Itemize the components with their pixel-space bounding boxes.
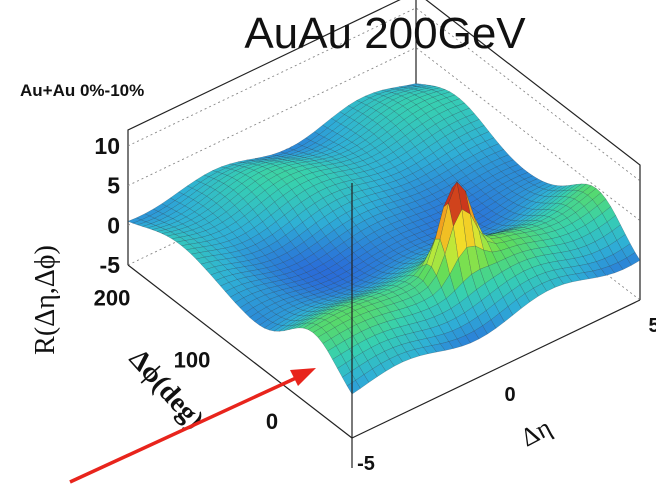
plot-box-front (127, 183, 641, 468)
chart-title: AuAu 200GeV (244, 9, 526, 58)
back-frame (127, 0, 641, 300)
z-axis-ticks: 10 5 0 -5 (94, 133, 120, 278)
z-tick-label: 10 (94, 133, 120, 159)
z-tick-label: 0 (107, 212, 120, 238)
y-axis-ticks: -5 0 5 (357, 315, 656, 475)
red-arrow-annotation (69, 368, 316, 484)
arrow-head (290, 368, 316, 386)
z-tick-label: 5 (107, 173, 120, 199)
z-axis-label: R(Δη,Δϕ) (30, 245, 61, 355)
y-axis-line (351, 299, 641, 439)
x-tick-label: 200 (94, 286, 131, 311)
x-axis-ticks: 200 100 0 (94, 286, 278, 435)
grid-line (127, 7, 641, 182)
arrow-shaft (69, 376, 297, 484)
y-tick-label: 5 (648, 315, 656, 337)
x-tick-label: 0 (266, 409, 278, 434)
surface-cell (626, 252, 641, 266)
chart-subtitle: Au+Au 0%-10% (20, 81, 144, 100)
x-axis-line (127, 264, 353, 439)
y-axis-label: Δη (516, 413, 556, 453)
y-tick-label: -5 (357, 453, 375, 475)
y-tick-label: 0 (504, 384, 515, 406)
surface-mesh (127, 83, 641, 395)
grid-line (127, 47, 641, 221)
x-tick-label: 100 (174, 347, 211, 372)
z-tick-label: -5 (100, 252, 121, 278)
